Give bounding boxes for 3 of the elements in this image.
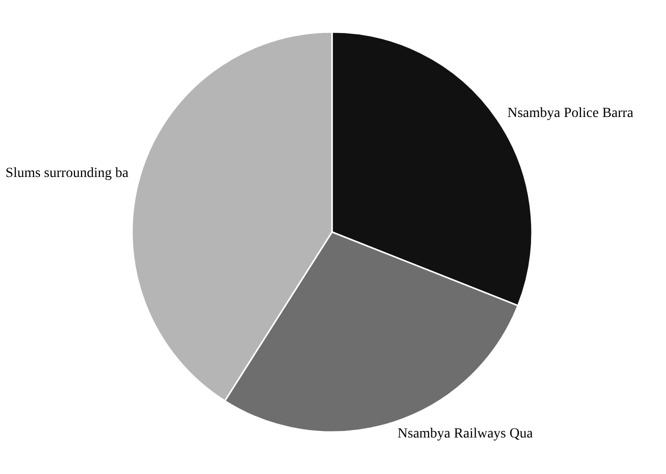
slice-label: Slums surrounding ba: [6, 166, 130, 181]
slice-label: Nsambya Railways Qua: [398, 426, 534, 442]
slice-label: Nsambya Police Barra: [507, 106, 634, 121]
